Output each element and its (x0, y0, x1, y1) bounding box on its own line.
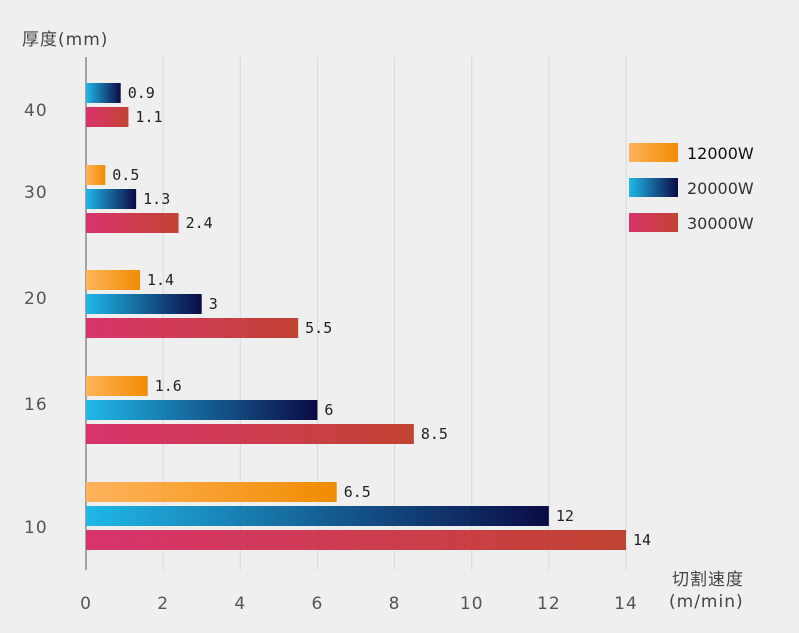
value-label: 5.5 (305, 319, 332, 337)
value-label: 1.3 (143, 190, 170, 208)
value-label: 0.5 (112, 166, 139, 184)
legend-swatch (629, 178, 678, 197)
legend-swatch (629, 213, 678, 232)
x-tick-label: 4 (234, 594, 246, 614)
value-label: 1.4 (147, 271, 174, 289)
legend-label: 30000W (687, 214, 754, 233)
value-label: 2.4 (186, 214, 213, 232)
x-axis-unit: (m/min) (669, 592, 744, 612)
bar-20000W-20mm (86, 294, 202, 314)
value-label: 14 (633, 531, 651, 549)
x-tick-label: 12 (537, 594, 561, 614)
value-label: 3 (209, 295, 218, 313)
value-label: 12 (556, 507, 574, 525)
value-labels: 6.5 12 14 1.6 6 8.5 1.4 3 5.5 0.51.3 2.4 0.9 1.1 (112, 84, 651, 549)
y-tick-label: 20 (24, 289, 48, 309)
x-axis-title: 切割速度 (672, 570, 744, 590)
legend-label: 20000W (687, 179, 754, 198)
x-tick-labels: 0 2 4 6 8 10 12 14 (80, 594, 638, 614)
bar-20000W-40mm (86, 83, 121, 103)
bar-30000W-30mm (86, 213, 179, 233)
legend: 12000W 20000W 30000W (629, 143, 754, 233)
bar-20000W-30mm (86, 189, 137, 209)
bar-30000W-16mm (86, 424, 414, 444)
bar-20000W-10mm (86, 506, 549, 526)
value-label: 6 (324, 401, 333, 419)
x-tick-label: 0 (80, 594, 92, 614)
bar-12000W-20mm (86, 270, 140, 290)
bar-30000W-20mm (86, 318, 299, 338)
value-label: 8.5 (421, 425, 448, 443)
y-tick-labels: 10 16 20 30 40 (24, 101, 48, 538)
bars (86, 83, 626, 550)
value-label: 1.6 (155, 377, 182, 395)
x-tick-label: 6 (312, 594, 324, 614)
value-label: 1.1 (135, 108, 162, 126)
bar-12000W-16mm (86, 376, 148, 396)
y-tick-label: 40 (24, 101, 48, 121)
y-axis-title: 厚度(mm) (22, 30, 108, 50)
legend-swatch (629, 143, 678, 162)
gridlines (162, 57, 627, 570)
x-tick-label: 14 (614, 594, 638, 614)
y-tick-label: 16 (24, 395, 48, 415)
bar-12000W-10mm (86, 482, 337, 502)
x-tick-label: 8 (389, 594, 401, 614)
x-tick-label: 2 (157, 594, 169, 614)
bar-30000W-10mm (86, 530, 626, 550)
x-tick-label: 10 (460, 594, 484, 614)
legend-label: 12000W (687, 144, 754, 163)
y-tick-label: 30 (24, 183, 48, 203)
value-label: 6.5 (344, 483, 371, 501)
value-label: 0.9 (128, 84, 155, 102)
bar-20000W-16mm (86, 400, 318, 420)
y-tick-label: 10 (24, 518, 48, 538)
bar-12000W-30mm (86, 165, 106, 185)
bar-30000W-40mm (86, 107, 129, 127)
